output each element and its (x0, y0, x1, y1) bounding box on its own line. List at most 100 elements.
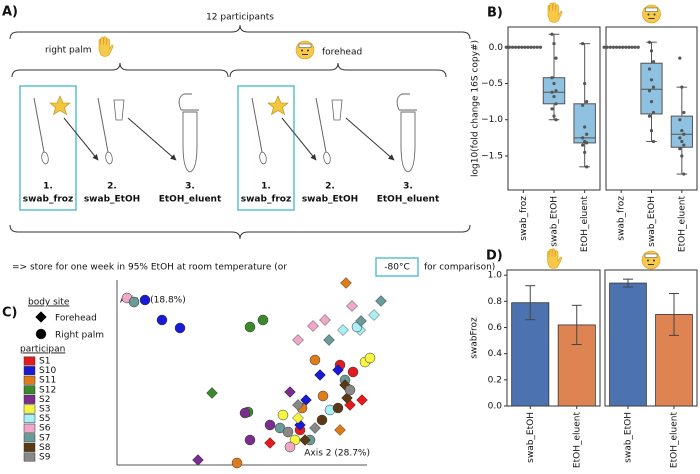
highlight-box (375, 257, 419, 277)
point (649, 128, 654, 133)
face-bandage (298, 43, 312, 48)
y-tick-label: −1.5 (481, 151, 503, 161)
point (621, 45, 625, 49)
bar (609, 282, 647, 407)
y-axis-label: Axis 1 (18.8%) (120, 296, 186, 306)
tube-lid (396, 93, 417, 111)
legend-label: S1 (39, 357, 50, 367)
point (314, 369, 326, 381)
arrow (127, 117, 177, 161)
point (552, 42, 556, 46)
storage-text: => store for one week in 95% EtOH at roo… (12, 263, 287, 273)
box (573, 103, 596, 144)
point (299, 434, 311, 446)
point (581, 103, 585, 107)
point (319, 314, 331, 326)
swab-tip (323, 151, 331, 165)
point (510, 45, 515, 49)
point (344, 384, 356, 396)
point (309, 422, 321, 434)
legend-swatch (23, 394, 36, 404)
legend-label: Forehead (55, 314, 97, 324)
storage-highlight: -80°C (384, 263, 409, 273)
point (334, 424, 346, 436)
legend-swatch (23, 423, 36, 433)
step-number: 1. (43, 182, 53, 192)
point (585, 141, 589, 145)
point (647, 40, 652, 44)
point (585, 132, 589, 136)
swab-stick (251, 97, 263, 153)
legend-label: S9 (39, 453, 51, 463)
point (680, 128, 684, 133)
point (585, 165, 589, 169)
panel-label: A) (2, 5, 18, 20)
y-tick-label: 0.8 (488, 297, 503, 307)
y-tick-label: 0.6 (488, 323, 503, 333)
legend-label: Right palm (55, 331, 104, 341)
hand-icon (547, 2, 563, 23)
panel-label: C) (2, 306, 17, 321)
x-tick-label: EtOH_eluent (572, 412, 582, 469)
point (231, 457, 243, 469)
face-eye (647, 13, 650, 16)
point (608, 45, 612, 49)
point (611, 45, 616, 49)
point (678, 118, 682, 122)
tube (400, 111, 416, 173)
point (523, 45, 527, 49)
face-icon (641, 250, 661, 270)
swab-tip (41, 151, 49, 165)
plot-frame (604, 269, 698, 407)
point (682, 110, 686, 115)
point (550, 107, 554, 111)
step-number: 3. (403, 182, 413, 192)
point (292, 399, 304, 411)
x-tick-label: swab_EtOH (624, 412, 634, 463)
point (128, 296, 140, 308)
x-tick-label: swab_EtOH (647, 196, 657, 247)
point (550, 76, 554, 80)
legend-swatch (23, 356, 36, 366)
step-name: swab_froz (241, 195, 291, 205)
point (554, 56, 558, 60)
x-tick-label: swab_EtOH (526, 412, 536, 463)
point (316, 414, 328, 426)
x-tick-label: EtOH_eluent (580, 196, 590, 253)
point (583, 150, 587, 154)
point (309, 354, 321, 366)
tube-top (113, 99, 125, 121)
box (640, 62, 663, 115)
point (307, 320, 319, 332)
point (244, 321, 256, 333)
point (139, 294, 151, 306)
step-number: 1. (261, 182, 271, 192)
point (284, 386, 296, 398)
point (583, 125, 587, 129)
point (174, 322, 186, 334)
point (605, 45, 609, 49)
x-tick-label: EtOH_eluent (677, 196, 687, 253)
point (633, 45, 637, 49)
y-axis-label: swabFroz (470, 317, 480, 359)
point (647, 89, 652, 93)
legend-label: S3 (39, 405, 50, 415)
legend-swatch (23, 442, 36, 452)
point (239, 407, 251, 419)
point (680, 85, 684, 89)
point (602, 45, 606, 49)
swab-stick (33, 97, 45, 153)
point (517, 45, 521, 49)
swab-stick (97, 97, 109, 153)
point (678, 56, 682, 60)
point (156, 314, 168, 326)
brace (229, 62, 447, 78)
point (332, 402, 344, 414)
point (532, 45, 536, 49)
arrow (63, 117, 99, 161)
y-tick-label: 0.0 (488, 402, 503, 412)
point (520, 45, 524, 49)
point (651, 139, 656, 144)
point (507, 45, 511, 49)
point (627, 45, 631, 49)
